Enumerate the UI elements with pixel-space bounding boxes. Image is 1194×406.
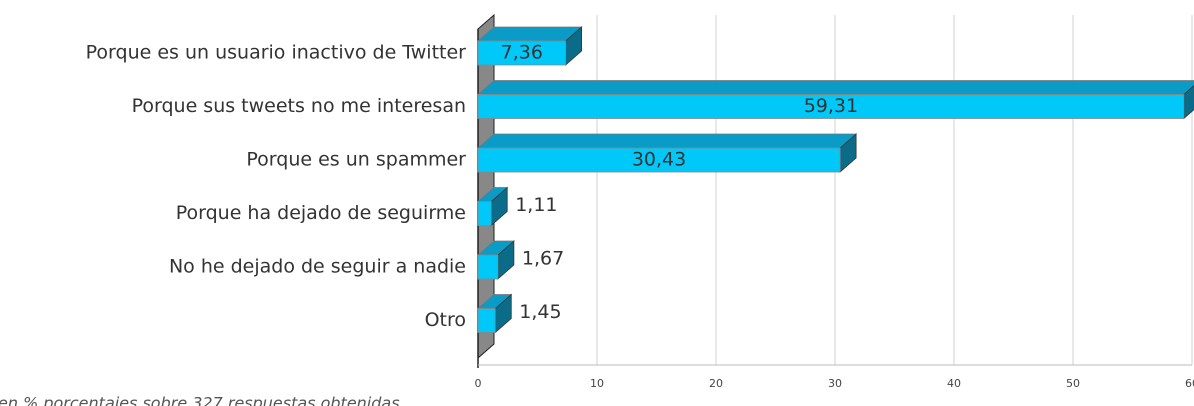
- value-label: 1,45: [519, 301, 561, 323]
- x-tick-label: 10: [590, 377, 604, 390]
- bar: [476, 80, 1194, 120]
- bar: [476, 240, 515, 280]
- value-label: 1,67: [522, 248, 564, 270]
- bar: [476, 26, 583, 66]
- y-tick-label: Porque es un spammer: [246, 149, 466, 171]
- value-label: 59,31: [804, 95, 858, 117]
- value-label: 7,36: [501, 42, 543, 64]
- x-tick-label: 30: [828, 377, 842, 390]
- y-tick-label: Porque ha dejado de seguirme: [176, 202, 466, 224]
- bar-front: [477, 40, 566, 66]
- bar: [476, 133, 858, 173]
- y-tick-label: Porque sus tweets no me interesan: [132, 95, 466, 117]
- x-tick-label: 0: [475, 377, 482, 390]
- bar-front: [477, 147, 841, 173]
- bar-top: [476, 26, 583, 42]
- bar-front: [477, 254, 499, 280]
- y-tick-label: Porque es un usuario inactivo de Twitter: [86, 42, 467, 64]
- bar: [476, 186, 509, 227]
- x-tick-label: 60: [1185, 377, 1194, 390]
- x-tick-label: 20: [709, 377, 723, 390]
- bar-front: [477, 201, 492, 226]
- bar-front: [477, 308, 496, 333]
- bar: [476, 293, 513, 334]
- bar-top: [476, 80, 1194, 95]
- bar-front: [477, 94, 1185, 119]
- bar-top: [476, 133, 858, 149]
- y-tick-label: No he dejado de seguir a nadie: [169, 256, 466, 278]
- note: en % porcentajes sobre 327 respuestas ob…: [0, 394, 400, 406]
- y-tick-label: Otro: [425, 309, 466, 331]
- x-tick-label: 40: [947, 377, 961, 390]
- value-label: 1,11: [515, 194, 557, 216]
- x-tick-label: 50: [1066, 377, 1080, 390]
- value-label: 30,43: [632, 149, 686, 171]
